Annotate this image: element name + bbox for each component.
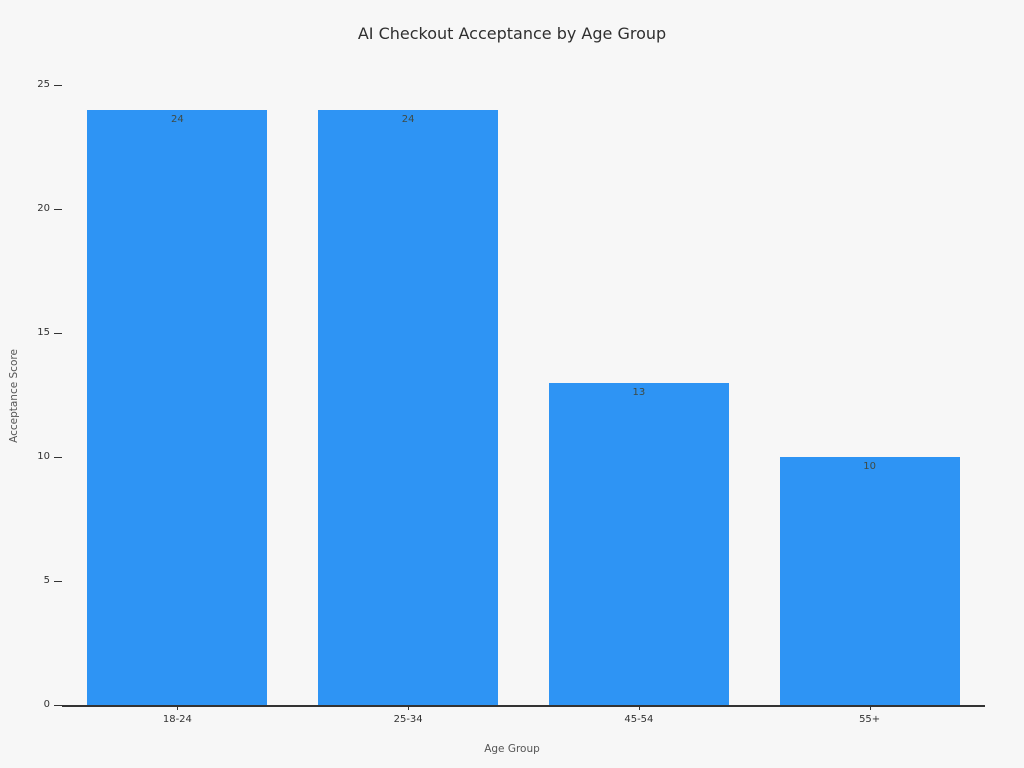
x-tick-label: 25-34 <box>393 714 423 725</box>
bar-25-34: 24 <box>318 109 499 705</box>
bar-value-label: 13 <box>632 386 646 398</box>
bar-value-label: 10 <box>863 461 876 472</box>
x-tick-label: 45-54 <box>624 714 654 725</box>
x-axis-tick <box>638 705 640 710</box>
chart-title: AI Checkout Acceptance by Age Group <box>357 24 667 43</box>
x-tick-label: 18-24 <box>162 714 192 725</box>
y-axis-tick <box>54 209 62 210</box>
y-tick-label: 5 <box>43 575 50 586</box>
y-tick-label: 25 <box>37 79 50 90</box>
bar-value-label: 24 <box>171 113 184 125</box>
y-axis-tick <box>54 85 62 86</box>
x-tick-label: 55+ <box>859 714 881 725</box>
y-axis-tick <box>54 333 62 334</box>
x-axis-tick <box>869 705 871 710</box>
y-axis-tick <box>54 581 62 582</box>
y-tick-label: 10 <box>37 451 50 462</box>
bar-45-54: 13 <box>548 382 729 705</box>
y-axis-tick <box>54 705 62 706</box>
y-axis-title: Acceptance Score <box>8 349 20 443</box>
bar-18-24: 24 <box>87 109 268 705</box>
y-tick-label: 15 <box>37 327 50 338</box>
y-tick-label: 20 <box>37 203 50 214</box>
x-axis-title: Age Group <box>484 743 540 755</box>
bar-55+: 10 <box>779 457 960 705</box>
x-axis-tick <box>177 705 179 710</box>
x-axis-tick <box>408 705 410 710</box>
y-tick-label: 0 <box>43 699 50 710</box>
y-axis-tick <box>54 457 62 458</box>
bar-value-label: 24 <box>401 113 415 125</box>
plot-area: 0 5 10 15 20 25 24 18-24 24 25-34 13 45-54 10 55+ <box>37 79 985 725</box>
